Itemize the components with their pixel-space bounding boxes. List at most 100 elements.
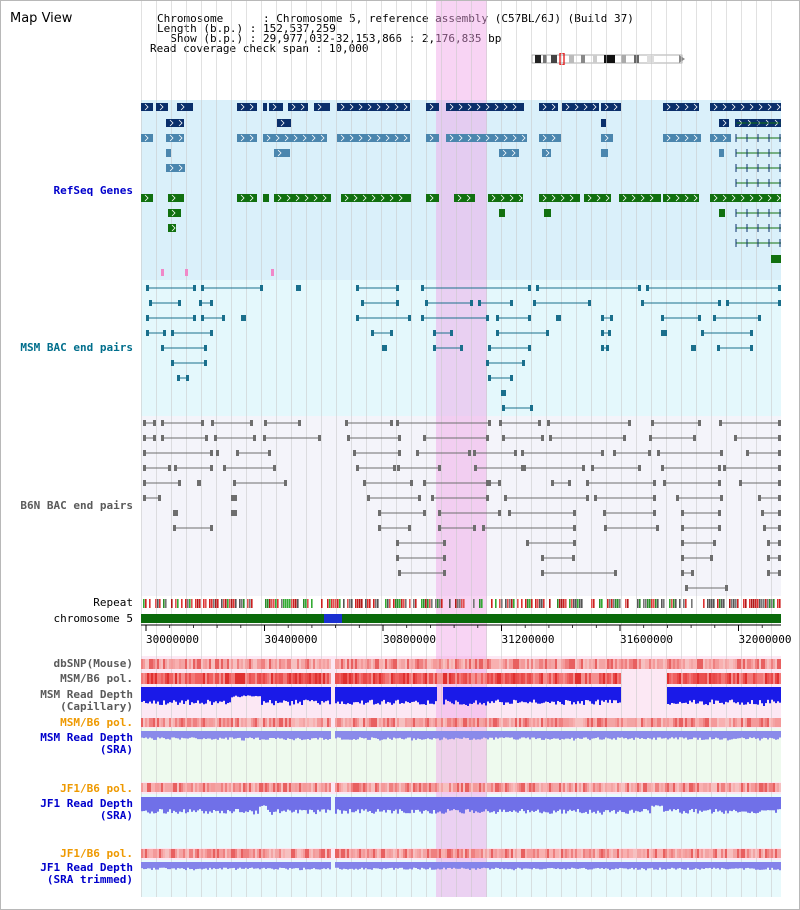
jf1-b6-pol-label[interactable]: JF1/B6 pol. (60, 782, 133, 795)
msm-b6-pol-label-2[interactable]: MSM/B6 pol. (60, 716, 133, 729)
heat-cell (237, 849, 239, 858)
heat-cell (439, 783, 441, 792)
depth-bar (507, 687, 509, 703)
heat-cell (615, 849, 617, 858)
msm-bac-pair-end (503, 390, 506, 396)
heat-cell (435, 718, 437, 727)
depth-bar (249, 731, 251, 738)
heat-cell (205, 718, 207, 727)
depth-bar (353, 862, 355, 870)
repeat-element (759, 599, 761, 608)
heat-cell (729, 718, 731, 727)
jf1-b6-pol-label-2[interactable]: JF1/B6 pol. (60, 847, 133, 860)
heat-cell (487, 659, 489, 669)
depth-bar (305, 731, 307, 740)
refseq-gene (341, 194, 411, 202)
heat-cell (577, 718, 579, 727)
depth-bar (305, 862, 307, 870)
depth-bar (347, 731, 349, 740)
heat-cell (603, 849, 605, 858)
heat-cell (307, 783, 309, 792)
depth-bar (511, 862, 513, 870)
depth-bar (719, 731, 721, 740)
b6n-bac-pair-end (161, 420, 164, 426)
heat-cell (547, 673, 549, 684)
b6n-bac-pair-end (198, 480, 201, 486)
heat-cell (571, 783, 573, 792)
heat-cell (429, 659, 431, 669)
msm-depth-capillary-sub: (Capillary) (60, 700, 133, 713)
depth-bar (749, 862, 751, 869)
heat-cell (289, 659, 291, 669)
depth-bar (391, 862, 393, 868)
msm-bac-label[interactable]: MSM BAC end pairs (20, 341, 133, 354)
heat-cell (673, 783, 675, 792)
msm-depth-sra-label[interactable]: MSM Read Depth (40, 731, 133, 744)
depth-bar (521, 797, 523, 810)
heat-cell (345, 673, 347, 684)
heat-cell (263, 718, 265, 727)
depth-bar (521, 731, 523, 738)
heat-cell (279, 673, 281, 684)
grid-line (756, 1, 757, 897)
depth-bar (185, 797, 187, 814)
heat-cell (741, 718, 743, 727)
depth-bar (513, 731, 515, 740)
heat-cell (737, 673, 739, 684)
heat-cell (429, 673, 431, 684)
heat-cell (161, 718, 163, 727)
heat-cell (361, 849, 363, 858)
repeat-element (217, 599, 219, 608)
gene-strand-arrow (169, 134, 174, 142)
heat-cell (585, 718, 587, 727)
heat-cell (591, 849, 593, 858)
heat-cell (679, 659, 681, 669)
heat-cell (323, 718, 325, 727)
depth-bar (411, 797, 413, 810)
heat-cell (329, 673, 331, 684)
heat-cell (429, 849, 431, 858)
heat-cell (707, 659, 709, 669)
depth-bar (275, 687, 277, 701)
heat-cell (517, 783, 519, 792)
heat-cell (147, 849, 149, 858)
heat-cell (569, 849, 571, 858)
dbsnp-label[interactable]: dbSNP(Mouse) (53, 657, 133, 670)
heat-cell (323, 659, 325, 669)
depth-bar (721, 687, 723, 703)
refseq-genes-label[interactable]: RefSeq Genes (53, 184, 133, 197)
repeat-element (351, 599, 353, 608)
gene-strand-arrow (371, 194, 376, 202)
msm-depth-capillary-label[interactable]: MSM Read Depth (40, 688, 133, 701)
heat-cell (713, 718, 715, 727)
depth-bar (559, 797, 561, 810)
repeat-element (385, 599, 387, 608)
heat-cell (523, 673, 525, 684)
jf1-depth-sra-label[interactable]: JF1 Read Depth (40, 797, 133, 810)
depth-bar (557, 797, 559, 811)
heat-cell (689, 659, 691, 669)
heat-cell (281, 718, 283, 727)
jf1-depth-trim-label[interactable]: JF1 Read Depth (40, 861, 133, 874)
b6n-bac-label[interactable]: B6N BAC end pairs (20, 499, 133, 512)
heat-cell (459, 673, 461, 684)
repeat-element (195, 599, 197, 608)
depth-bar (245, 797, 247, 812)
msm-b6-pol-label[interactable]: MSM/B6 pol. (60, 672, 133, 685)
heat-cell (583, 783, 585, 792)
depth-bar (361, 862, 363, 868)
selection-highlight[interactable] (436, 1, 487, 897)
heat-cell (481, 718, 483, 727)
depth-bar (777, 862, 779, 870)
heat-cell (469, 718, 471, 727)
depth-bar (603, 687, 605, 702)
heat-cell (299, 849, 301, 858)
heat-cell (573, 659, 575, 669)
b6n-bac-pair-end (648, 450, 651, 456)
heat-cell (325, 659, 327, 669)
depth-bar (409, 731, 411, 738)
heat-cell (255, 659, 257, 669)
gene-strand-arrow (560, 194, 565, 202)
depth-bar (653, 731, 655, 738)
